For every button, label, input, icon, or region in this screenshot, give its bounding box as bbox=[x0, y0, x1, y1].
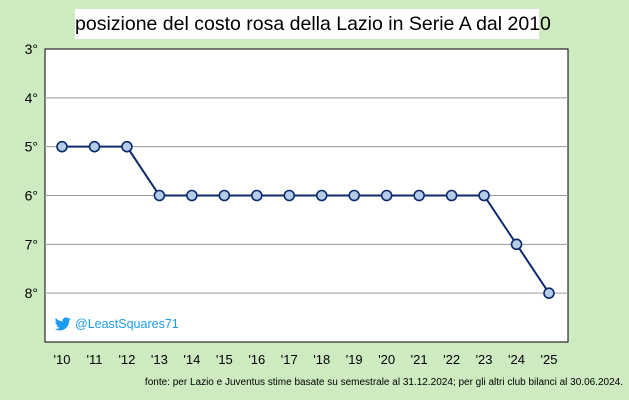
x-tick-label: '11 bbox=[86, 352, 102, 367]
x-tick-label: '12 bbox=[118, 352, 135, 367]
data-point bbox=[283, 189, 296, 202]
chart-title: posizione del costo rosa della Lazio in … bbox=[75, 9, 551, 39]
data-point bbox=[348, 189, 361, 202]
x-tick-label: '13 bbox=[151, 352, 168, 367]
x-tick-label: '17 bbox=[281, 352, 298, 367]
x-tick-label: '25 bbox=[541, 352, 558, 367]
x-tick-label: '22 bbox=[443, 352, 460, 367]
data-series bbox=[56, 140, 555, 299]
x-tick-label: '20 bbox=[378, 352, 395, 367]
y-tick-label: 4° bbox=[25, 90, 38, 106]
data-point bbox=[445, 189, 458, 202]
data-point bbox=[543, 287, 555, 299]
x-tick-label: '21 bbox=[411, 352, 428, 367]
x-tick-label: '10 bbox=[54, 352, 71, 367]
y-tick-label: 5° bbox=[25, 139, 38, 155]
x-tick-label: '19 bbox=[346, 352, 363, 367]
watermark: @LeastSquares71 bbox=[55, 317, 179, 331]
data-point bbox=[56, 140, 68, 153]
watermark-handle: @LeastSquares71 bbox=[75, 317, 179, 331]
data-point bbox=[218, 189, 231, 202]
y-axis-tick-labels: 3° 4° 5° 6° 7° 8° bbox=[25, 41, 38, 301]
x-axis-tick-labels: '10 '11 '12 '13 '14 '15 '16 '17 '18 '19 '20 '21 '22 '… bbox=[54, 352, 558, 367]
data-point bbox=[510, 238, 523, 251]
data-point bbox=[478, 189, 490, 202]
data-point bbox=[380, 189, 393, 202]
x-tick-label: '16 bbox=[248, 352, 265, 367]
twitter-bird-icon bbox=[55, 317, 71, 331]
series-line bbox=[62, 145, 550, 294]
x-tick-label: '15 bbox=[216, 352, 233, 367]
data-point bbox=[153, 189, 166, 202]
data-point bbox=[88, 140, 101, 153]
y-tick-label: 3° bbox=[25, 41, 38, 57]
data-point bbox=[315, 189, 328, 202]
data-point bbox=[121, 140, 133, 153]
source-note: fonte: per Lazio e Juventus stime basate… bbox=[144, 377, 623, 388]
data-point bbox=[186, 189, 198, 202]
x-tick-label: '14 bbox=[183, 352, 200, 367]
y-tick-label: 8° bbox=[25, 285, 38, 301]
x-tick-label: '24 bbox=[508, 352, 525, 367]
data-point bbox=[250, 189, 263, 202]
x-tick-label: '23 bbox=[476, 352, 493, 367]
data-point bbox=[413, 189, 425, 202]
y-tick-label: 6° bbox=[25, 188, 38, 204]
y-tick-label: 7° bbox=[25, 236, 38, 252]
x-tick-label: '18 bbox=[313, 352, 330, 367]
